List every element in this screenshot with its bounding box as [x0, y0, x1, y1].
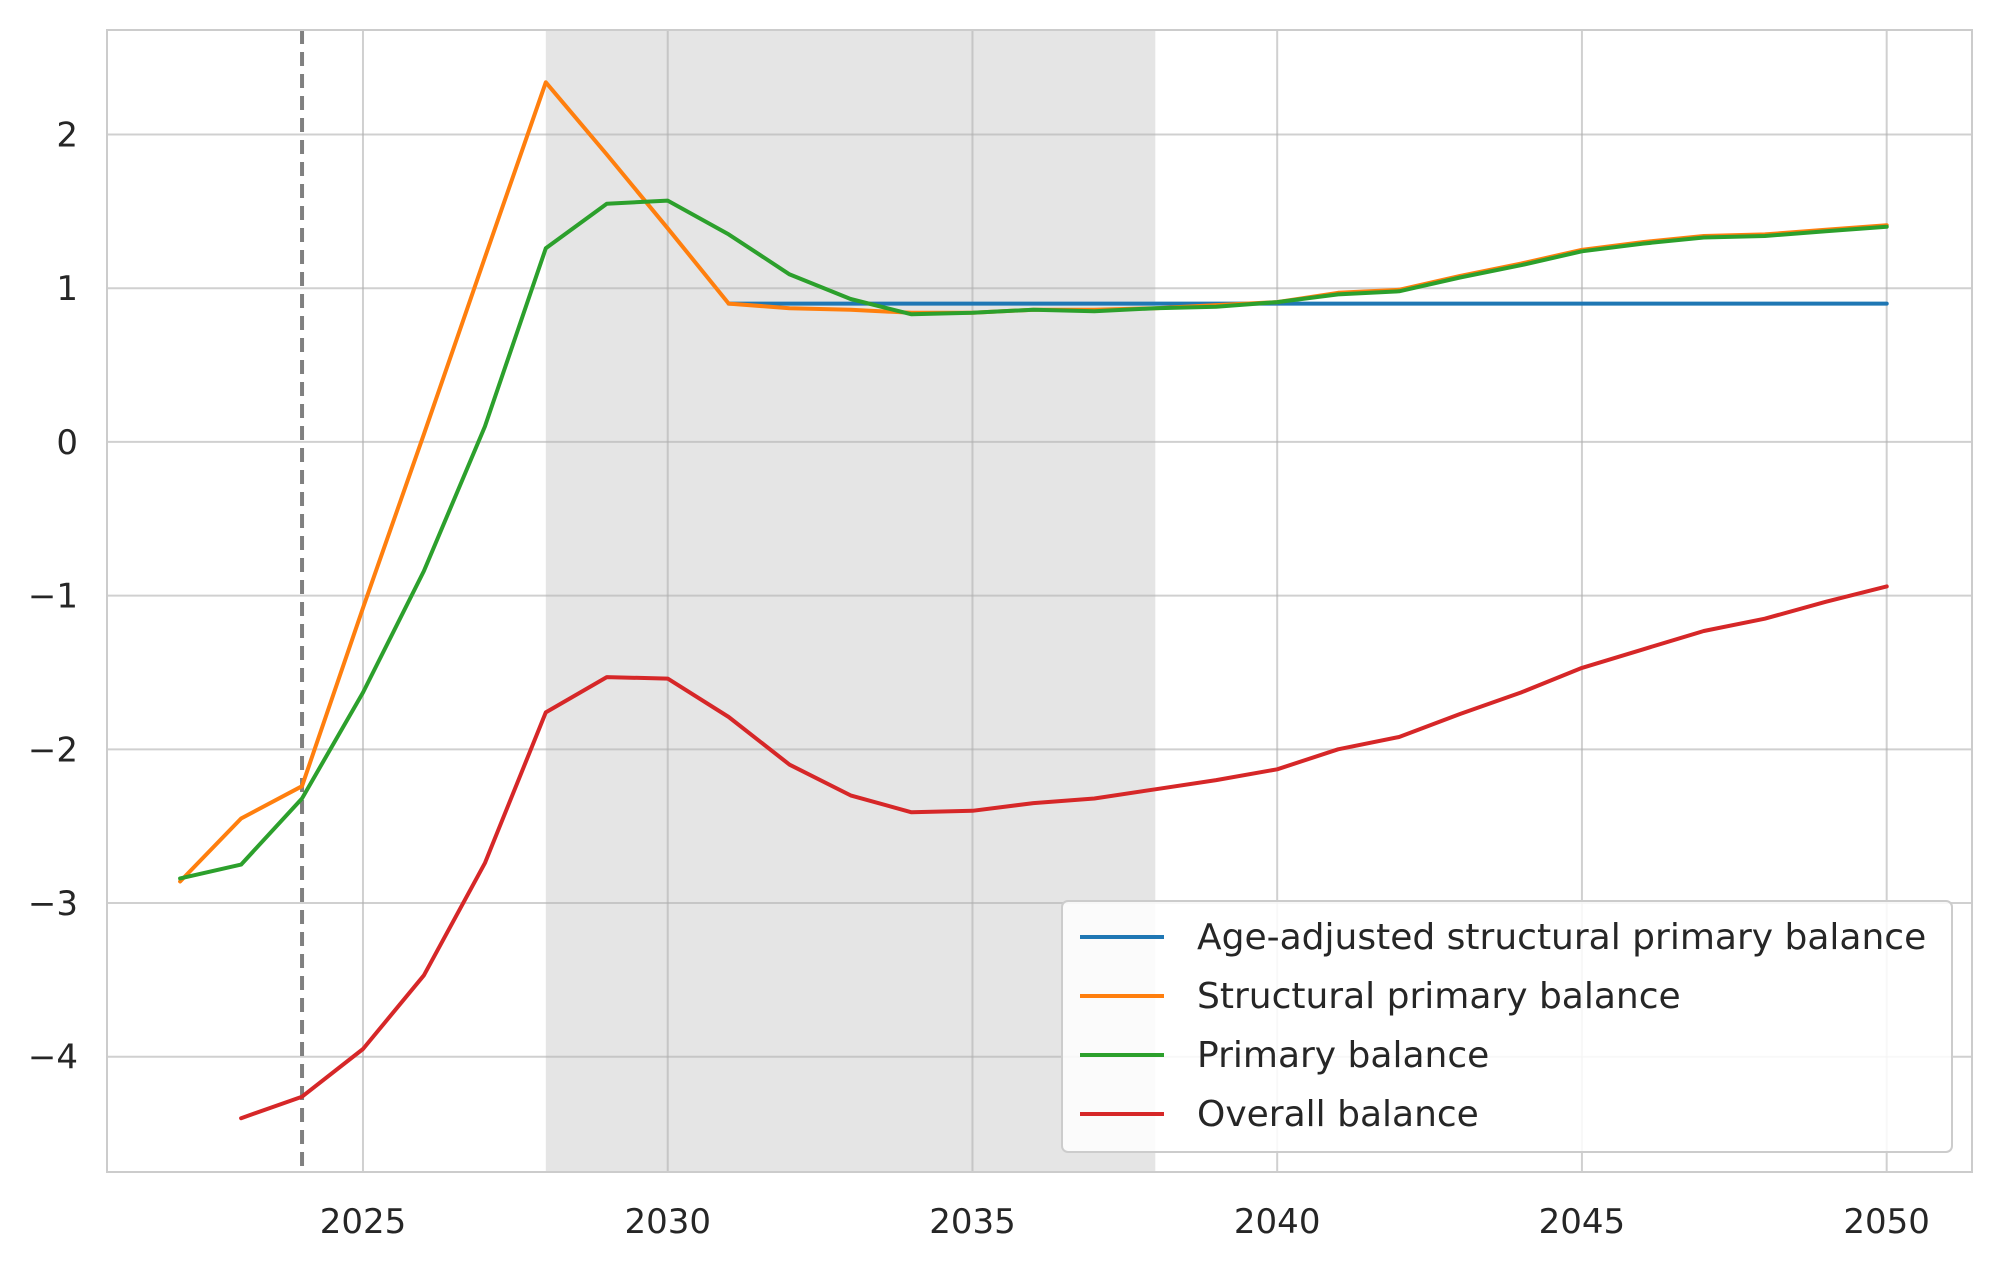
y-tick-label: 2: [56, 116, 78, 156]
series-line-primary-balance: [178, 198, 1889, 881]
x-tick-label: 2045: [1539, 1202, 1626, 1242]
x-tick-label: 2030: [624, 1202, 711, 1242]
plot-frame: [106, 29, 1973, 1173]
series-layer: [178, 80, 1889, 1121]
y-tick-label: 1: [56, 269, 78, 309]
legend: Age-adjusted structural primary balance S…: [1061, 900, 1953, 1153]
y-tick-label: −4: [28, 1038, 78, 1078]
shaded-region-layer: [545, 30, 1156, 1172]
legend-label: Overall balance: [1197, 1094, 1479, 1135]
legend-box: [1061, 900, 1953, 1153]
x-tick-label: 2040: [1234, 1202, 1321, 1242]
legend-label: Structural primary balance: [1197, 976, 1681, 1017]
y-tick-label: −2: [28, 730, 78, 770]
legend-label: Age-adjusted structural primary balance: [1197, 917, 1926, 958]
series-line-overall-balance: [239, 584, 1889, 1121]
x-tick-label: 2050: [1843, 1202, 1930, 1242]
y-tick-label: −1: [28, 577, 78, 617]
x-tick-label: 2025: [320, 1202, 407, 1242]
tick-labels: 2025 2030 2035 2040 2045 2050 −4 −3 −2 −1 0 1 2: [28, 116, 1930, 1242]
y-tick-label: 0: [56, 423, 78, 463]
x-tick-label: 2035: [929, 1202, 1016, 1242]
legend-label: Primary balance: [1197, 1035, 1489, 1076]
shaded-region: [545, 30, 1156, 1172]
y-tick-label: −3: [28, 884, 78, 924]
